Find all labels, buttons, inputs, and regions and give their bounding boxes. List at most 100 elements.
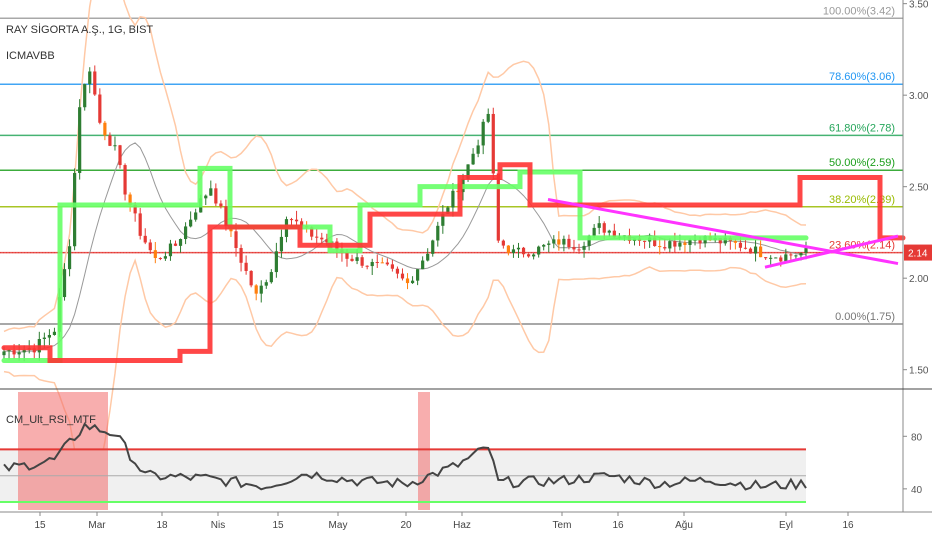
candle-body — [224, 206, 228, 227]
candle-body — [471, 153, 475, 165]
candle-body — [526, 254, 531, 257]
fib-level-label: 78.60%(3.06) — [829, 71, 895, 83]
candle-body — [663, 247, 667, 249]
candle-body — [259, 285, 263, 294]
rsi-highlight-zone — [18, 392, 108, 510]
candle-body — [501, 240, 505, 246]
candle-body — [103, 122, 107, 136]
candle-body — [52, 331, 57, 335]
candle-body — [602, 223, 606, 233]
current-price-label: 2.14 — [908, 249, 928, 260]
time-tick-label: Tem — [553, 520, 572, 531]
price-tick-label: 2.00 — [909, 274, 929, 285]
candle-body — [421, 260, 425, 270]
candle-body — [78, 107, 82, 173]
price-tick-label: 2.50 — [909, 183, 929, 194]
candle-body — [723, 237, 727, 244]
candle-body — [718, 238, 722, 244]
candle-body — [385, 262, 389, 265]
candle-body — [320, 237, 324, 240]
candle-body — [678, 242, 682, 247]
candle-body — [269, 272, 273, 283]
candle-body — [128, 194, 132, 205]
candle-body — [698, 239, 702, 244]
candle-body — [189, 219, 193, 227]
candle-body — [148, 242, 152, 251]
time-tick-label: 16 — [612, 520, 624, 531]
candle-body — [360, 257, 364, 266]
candle-body — [410, 280, 415, 284]
candle-body — [673, 241, 677, 247]
time-tick-label: May — [329, 520, 348, 531]
candle-body — [779, 257, 783, 262]
candle-body — [113, 145, 117, 147]
candle-body — [83, 84, 87, 108]
fib-level-label: 50.00%(2.59) — [829, 157, 895, 169]
price-tick-label: 3.50 — [909, 0, 929, 11]
candle-body — [557, 239, 561, 245]
candle-body — [209, 188, 213, 196]
candle-body — [345, 253, 349, 259]
candle-body — [249, 270, 253, 286]
candle-body — [436, 225, 440, 241]
candle-body — [264, 282, 268, 286]
candle-body — [607, 230, 611, 233]
candle-body — [163, 256, 168, 259]
rsi-line — [3, 422, 807, 491]
candle-body — [32, 348, 36, 353]
candle-body — [183, 226, 188, 240]
time-tick-label: Haz — [453, 520, 471, 531]
candle-body — [426, 253, 430, 261]
candle-body — [133, 204, 137, 214]
price-tick-label: 3.00 — [909, 91, 929, 102]
time-tick-label: 15 — [34, 520, 46, 531]
candle-body — [22, 349, 26, 353]
candle-body — [537, 246, 541, 255]
candle-body — [506, 245, 511, 254]
rsi-tick-label: 80 — [911, 432, 923, 443]
candle-body — [416, 269, 420, 281]
candle-body — [123, 165, 127, 195]
candle-body — [294, 219, 299, 222]
candle-body — [194, 212, 198, 220]
candle-body — [668, 241, 672, 249]
candle-body — [62, 269, 67, 298]
candle-body — [214, 188, 218, 204]
candle-body — [688, 239, 692, 245]
candle-body — [204, 195, 208, 199]
candle-body — [42, 337, 46, 339]
middle-band-line — [3, 142, 806, 353]
candle-body — [400, 273, 405, 279]
candle-body — [299, 221, 304, 227]
candle-body — [774, 257, 778, 259]
rsi-highlight-zone — [418, 392, 430, 510]
rsi-tick-label: 40 — [911, 485, 923, 496]
candle-body — [173, 243, 178, 246]
candle-body — [653, 237, 657, 247]
candle-body — [108, 135, 112, 146]
candle-body — [521, 247, 526, 255]
candle-body — [496, 173, 500, 241]
candle-body — [577, 249, 581, 251]
candle-body — [748, 248, 753, 254]
candle-body — [315, 236, 319, 238]
candle-body — [279, 236, 284, 252]
resistance-line — [1, 162, 906, 364]
candle-body — [753, 246, 758, 254]
candle-body — [642, 240, 647, 242]
candle-body — [365, 265, 369, 267]
candle-body — [552, 239, 556, 244]
candle-body — [395, 268, 400, 274]
upper-band-line — [3, 0, 807, 333]
candle-body — [486, 113, 490, 122]
candle-body — [516, 247, 521, 250]
candle-body — [451, 190, 455, 208]
candle-body — [466, 164, 470, 180]
candle-body — [481, 121, 485, 146]
candle-body — [118, 145, 122, 166]
candle-body — [47, 334, 51, 338]
candle-body — [254, 285, 258, 294]
candle-body — [784, 254, 788, 262]
